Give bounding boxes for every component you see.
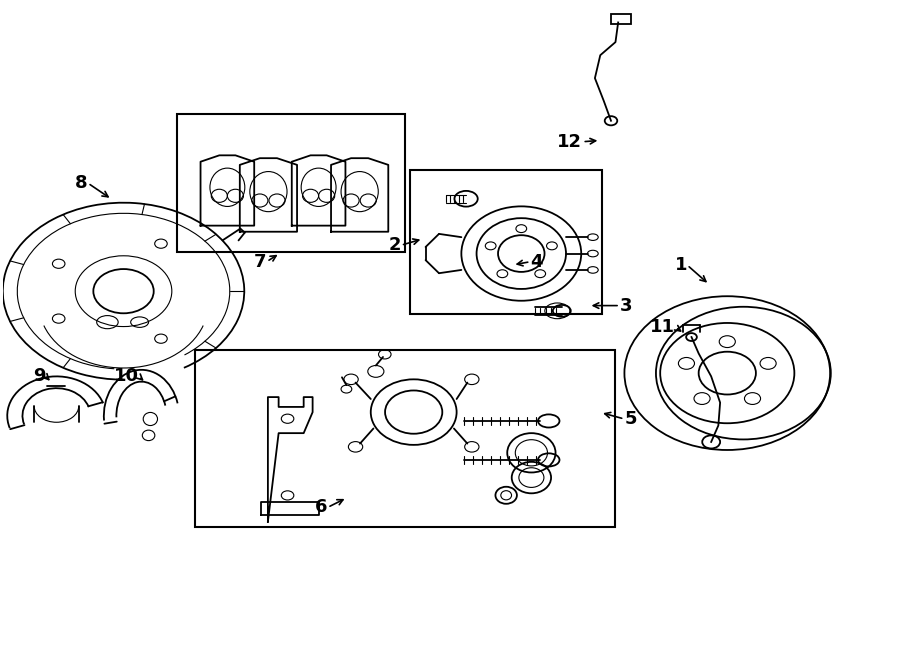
Text: 8: 8	[75, 174, 87, 192]
Text: 2: 2	[388, 236, 400, 254]
Text: 12: 12	[557, 133, 582, 151]
Text: 1: 1	[674, 256, 687, 274]
Text: 11: 11	[651, 318, 675, 336]
Bar	[195, 350, 616, 527]
Text: 3: 3	[620, 297, 633, 315]
Text: 10: 10	[113, 368, 139, 385]
Bar	[177, 114, 405, 252]
Bar	[611, 14, 631, 24]
Bar	[410, 170, 602, 314]
Text: 9: 9	[33, 368, 46, 385]
Text: 4: 4	[530, 253, 543, 270]
Text: 5: 5	[625, 410, 637, 428]
Text: 7: 7	[254, 253, 266, 270]
Text: 6: 6	[315, 498, 328, 516]
